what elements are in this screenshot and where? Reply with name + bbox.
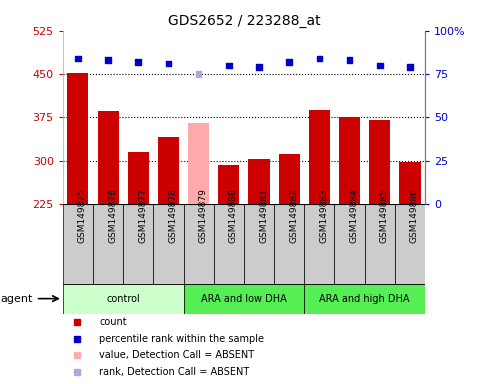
Text: GSM149881: GSM149881 [259,188,268,243]
Point [285,59,293,65]
Bar [369,120,390,334]
Text: percentile rank within the sample: percentile rank within the sample [99,334,264,344]
Bar [158,137,179,334]
Text: rank, Detection Call = ABSENT: rank, Detection Call = ABSENT [99,367,249,377]
Bar [339,117,360,334]
Bar [63,284,184,314]
Text: control: control [106,294,140,304]
Bar [274,204,304,284]
Text: GSM149886: GSM149886 [410,188,419,243]
Bar [399,162,421,334]
Text: GSM149876: GSM149876 [108,188,117,243]
Point [104,57,112,63]
Bar [304,204,334,284]
Text: count: count [99,317,127,327]
Text: GSM149885: GSM149885 [380,188,389,243]
Title: GDS2652 / 223288_at: GDS2652 / 223288_at [168,14,320,28]
Bar [188,123,209,334]
Text: ARA and high DHA: ARA and high DHA [319,294,410,304]
Bar [304,284,425,314]
Bar [93,204,123,284]
Bar [128,152,149,334]
Bar [244,204,274,284]
Point [74,55,82,61]
Bar [279,154,300,334]
Point [406,64,414,70]
Bar [98,111,119,334]
Point [376,62,384,68]
Point [315,55,323,61]
Bar [248,159,270,334]
Text: GSM149878: GSM149878 [169,188,177,243]
Point [225,62,233,68]
Bar [63,204,93,284]
Bar [67,73,88,334]
Text: GSM149875: GSM149875 [78,188,87,243]
Text: ARA and low DHA: ARA and low DHA [201,294,287,304]
Bar [123,204,154,284]
Text: agent: agent [0,294,32,304]
Text: GSM149883: GSM149883 [319,188,328,243]
Text: GSM149884: GSM149884 [350,189,358,243]
Point [165,61,172,67]
Bar [395,204,425,284]
Bar [309,110,330,334]
Point [346,57,354,63]
Bar [154,204,184,284]
Point [134,59,142,65]
Bar [365,204,395,284]
Point [195,71,202,77]
Point [255,64,263,70]
Text: GSM149880: GSM149880 [229,188,238,243]
Text: GSM149877: GSM149877 [138,188,147,243]
Bar [184,284,304,314]
Text: GSM149882: GSM149882 [289,189,298,243]
Bar [213,204,244,284]
Text: GSM149879: GSM149879 [199,188,208,243]
Bar [184,204,213,284]
Bar [334,204,365,284]
Bar [218,165,240,334]
Text: value, Detection Call = ABSENT: value, Detection Call = ABSENT [99,350,254,360]
